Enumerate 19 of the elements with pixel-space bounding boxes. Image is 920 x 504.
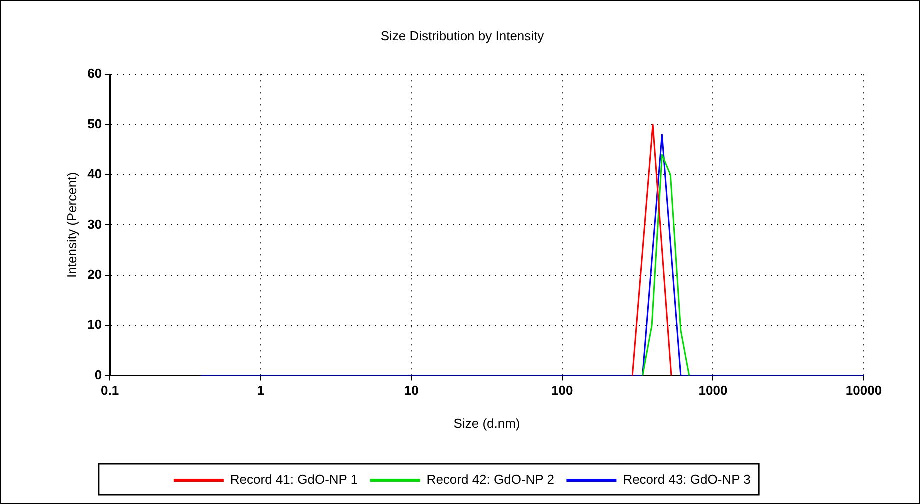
y-tick-label: 50: [88, 116, 102, 132]
x-tick-label: 10000: [846, 383, 882, 398]
x-tick-label: 1: [257, 383, 264, 398]
y-tick-label: 10: [88, 317, 102, 332]
x-axis-title: Size (d.nm): [454, 416, 520, 431]
legend-label: Record 43: GdO-NP 3: [623, 472, 751, 488]
y-tick-label: 60: [88, 66, 102, 82]
y-tick-label: 40: [88, 166, 102, 182]
x-tick-label: 10: [404, 383, 419, 398]
legend-label: Record 41: GdO-NP 1: [230, 472, 358, 488]
x-tick-label: 1000: [698, 383, 728, 398]
y-tick-label: 0: [94, 367, 102, 382]
x-tick-label: 100: [552, 383, 574, 398]
x-tick-label: 0.1: [101, 383, 120, 398]
y-axis-title: Intensity (Percent): [64, 172, 80, 278]
y-tick-label: 30: [88, 216, 102, 232]
chart-title: Size Distribution by Intensity: [380, 28, 545, 44]
legend-label: Record 42: GdO-NP 2: [426, 472, 554, 488]
y-tick-label: 20: [88, 266, 102, 282]
